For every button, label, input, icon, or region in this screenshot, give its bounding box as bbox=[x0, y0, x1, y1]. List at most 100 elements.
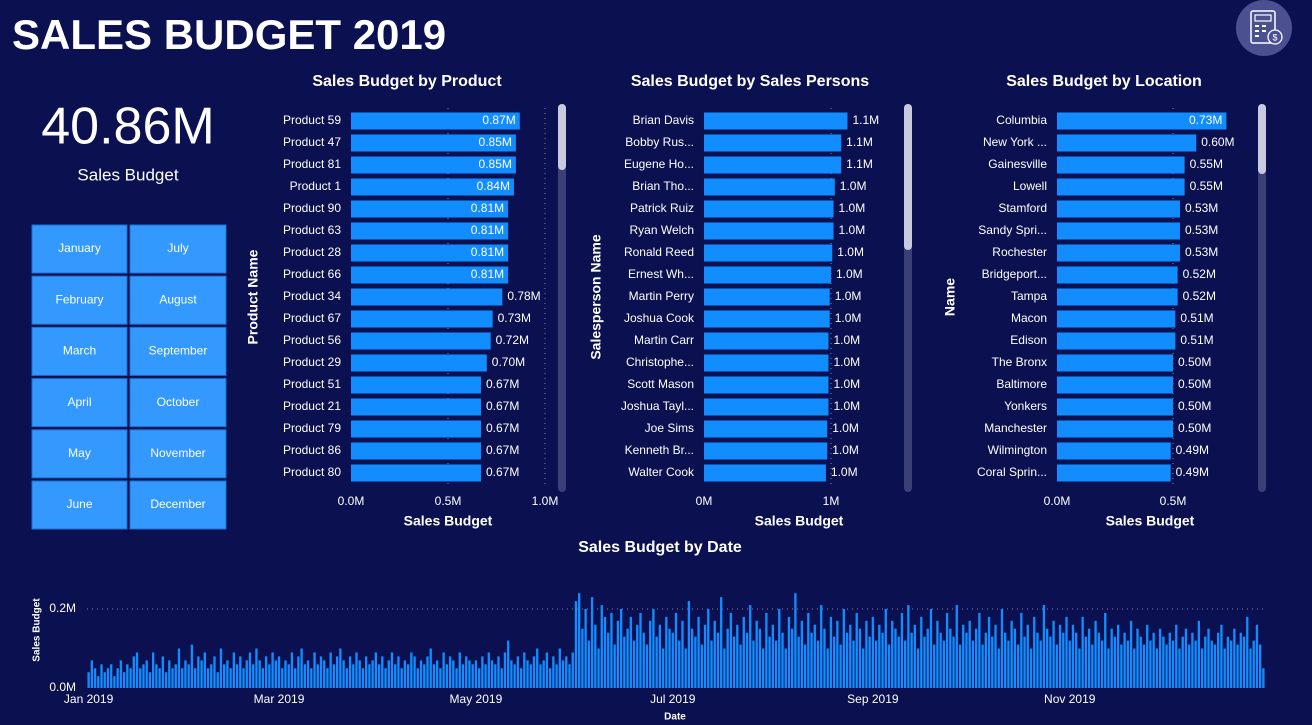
month-button[interactable]: February bbox=[31, 275, 128, 325]
x-axis-title: Sales Budget bbox=[755, 513, 844, 529]
month-button-bg[interactable] bbox=[31, 480, 128, 530]
y-tick-label: Yonkers bbox=[1004, 399, 1047, 413]
month-button-bg[interactable] bbox=[129, 326, 227, 376]
y-tick-label: Product 1 bbox=[290, 179, 342, 193]
bar bbox=[258, 660, 261, 688]
chart-title: Sales Budget by Product bbox=[312, 73, 502, 90]
month-button-bg[interactable] bbox=[31, 275, 128, 325]
y-tick-label: Product 56 bbox=[283, 333, 341, 347]
bar bbox=[626, 628, 629, 688]
month-button-bg[interactable] bbox=[31, 378, 128, 428]
x-tick-label: 0.0M bbox=[338, 494, 365, 508]
month-button-bg[interactable] bbox=[129, 429, 227, 479]
bar bbox=[87, 672, 90, 688]
month-label[interactable]: November bbox=[150, 446, 205, 460]
month-button[interactable]: May bbox=[31, 429, 128, 479]
data-label: 1.0M bbox=[839, 223, 866, 237]
bar bbox=[742, 616, 745, 688]
bar bbox=[432, 664, 436, 688]
y-tick-label: Product 51 bbox=[283, 377, 341, 391]
month-button[interactable]: September bbox=[129, 326, 227, 376]
month-button[interactable]: January bbox=[31, 224, 128, 274]
month-button-bg[interactable] bbox=[129, 224, 227, 274]
bar bbox=[729, 612, 733, 688]
month-button[interactable]: October bbox=[129, 378, 227, 428]
month-button-bg[interactable] bbox=[31, 326, 128, 376]
month-button-bg[interactable] bbox=[129, 480, 227, 530]
bar bbox=[290, 652, 294, 688]
bar bbox=[390, 652, 394, 688]
data-label: 0.81M bbox=[471, 267, 504, 281]
bar bbox=[1057, 288, 1178, 306]
bar bbox=[1057, 332, 1176, 350]
month-label[interactable]: September bbox=[149, 344, 208, 358]
month-button[interactable]: November bbox=[129, 429, 227, 479]
month-label[interactable]: April bbox=[67, 395, 91, 409]
month-button-bg[interactable] bbox=[129, 378, 227, 428]
bar bbox=[1084, 636, 1088, 688]
bar bbox=[1049, 636, 1052, 688]
y-tick-label: Product 28 bbox=[283, 245, 341, 259]
data-label: 1.0M bbox=[835, 311, 862, 325]
bar bbox=[623, 636, 626, 688]
bar bbox=[949, 628, 952, 688]
bar bbox=[168, 660, 171, 688]
bar bbox=[445, 664, 449, 688]
data-label: 0.55M bbox=[1190, 157, 1223, 171]
month-button[interactable]: June bbox=[31, 480, 128, 530]
month-label[interactable]: February bbox=[55, 292, 103, 306]
bar bbox=[661, 648, 665, 688]
bar bbox=[410, 652, 413, 688]
bar bbox=[1057, 156, 1185, 174]
bar bbox=[678, 640, 681, 688]
month-label[interactable]: October bbox=[157, 395, 200, 409]
month-button[interactable]: December bbox=[129, 480, 227, 530]
data-label: 1.0M bbox=[835, 289, 862, 303]
bar bbox=[752, 640, 755, 688]
bar bbox=[345, 668, 348, 688]
month-label[interactable]: May bbox=[68, 446, 91, 460]
month-button-bg[interactable] bbox=[31, 224, 128, 274]
month-label[interactable]: March bbox=[63, 344, 96, 358]
month-label[interactable]: January bbox=[58, 241, 101, 255]
bar bbox=[639, 612, 642, 688]
bar bbox=[1120, 644, 1123, 688]
bar bbox=[1239, 632, 1242, 688]
y-tick-label: Ryan Welch bbox=[630, 223, 694, 237]
month-button[interactable]: April bbox=[31, 378, 128, 428]
month-button-bg[interactable] bbox=[129, 275, 227, 325]
y-tick-label: Product 34 bbox=[283, 289, 341, 303]
bar bbox=[216, 672, 219, 688]
bar bbox=[113, 676, 116, 688]
bar bbox=[1057, 112, 1227, 130]
bar bbox=[584, 609, 587, 688]
month-label[interactable]: August bbox=[159, 292, 197, 306]
bar bbox=[655, 636, 658, 688]
bar bbox=[403, 660, 407, 688]
bar bbox=[351, 420, 481, 438]
bar bbox=[1104, 612, 1107, 688]
month-label[interactable]: July bbox=[167, 241, 188, 255]
month-label[interactable]: June bbox=[66, 497, 92, 511]
data-label: 0.81M bbox=[471, 223, 504, 237]
bar bbox=[1045, 628, 1049, 688]
bar bbox=[1217, 632, 1220, 688]
month-button[interactable]: March bbox=[31, 326, 128, 376]
bar bbox=[823, 628, 826, 688]
bar bbox=[704, 288, 830, 306]
month-button-bg[interactable] bbox=[31, 429, 128, 479]
bar bbox=[371, 660, 374, 688]
month-label[interactable]: December bbox=[150, 497, 205, 511]
month-button[interactable]: July bbox=[129, 224, 227, 274]
bar bbox=[1155, 648, 1159, 688]
bar bbox=[323, 660, 326, 688]
bar bbox=[613, 644, 616, 688]
y-tick-label: Tampa bbox=[1011, 289, 1047, 303]
bar bbox=[1152, 632, 1155, 688]
month-button[interactable]: August bbox=[129, 275, 227, 325]
bar bbox=[845, 632, 849, 688]
bar bbox=[619, 609, 623, 688]
y-tick-label: Baltimore bbox=[996, 377, 1047, 391]
bar bbox=[351, 332, 491, 350]
data-label: 1.0M bbox=[833, 377, 860, 391]
